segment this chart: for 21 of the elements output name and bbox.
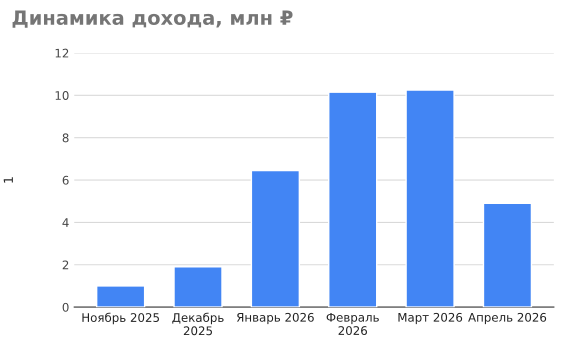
bar bbox=[328, 91, 378, 308]
x-tick-label: Январь 2026 bbox=[236, 312, 314, 324]
x-tick-label: Февраль 2026 bbox=[326, 313, 379, 336]
y-tick-label: 8 bbox=[62, 133, 69, 142]
x-tick-label: Ноябрь 2025 bbox=[82, 312, 159, 324]
x-tick-label: Март 2026 bbox=[398, 312, 462, 324]
y-tick-label: 12 bbox=[56, 48, 68, 58]
y-tick-label: 4 bbox=[62, 218, 69, 227]
chart-title: Динамика дохода, млн ₽ bbox=[12, 10, 293, 28]
bar bbox=[96, 285, 146, 308]
x-tick-label: Апрель 2026 bbox=[468, 312, 546, 324]
y-tick-label: 10 bbox=[56, 91, 69, 100]
y-axis-title: 1 bbox=[4, 177, 13, 183]
y-tick-label: 6 bbox=[62, 176, 69, 185]
bar bbox=[482, 202, 532, 308]
x-tick-label: Декабрь 2025 bbox=[172, 312, 224, 336]
bar bbox=[405, 89, 455, 308]
y-tick-label: 0 bbox=[62, 302, 69, 312]
bar bbox=[250, 170, 300, 308]
y-tick-label: 2 bbox=[62, 260, 68, 270]
bar bbox=[173, 266, 223, 308]
